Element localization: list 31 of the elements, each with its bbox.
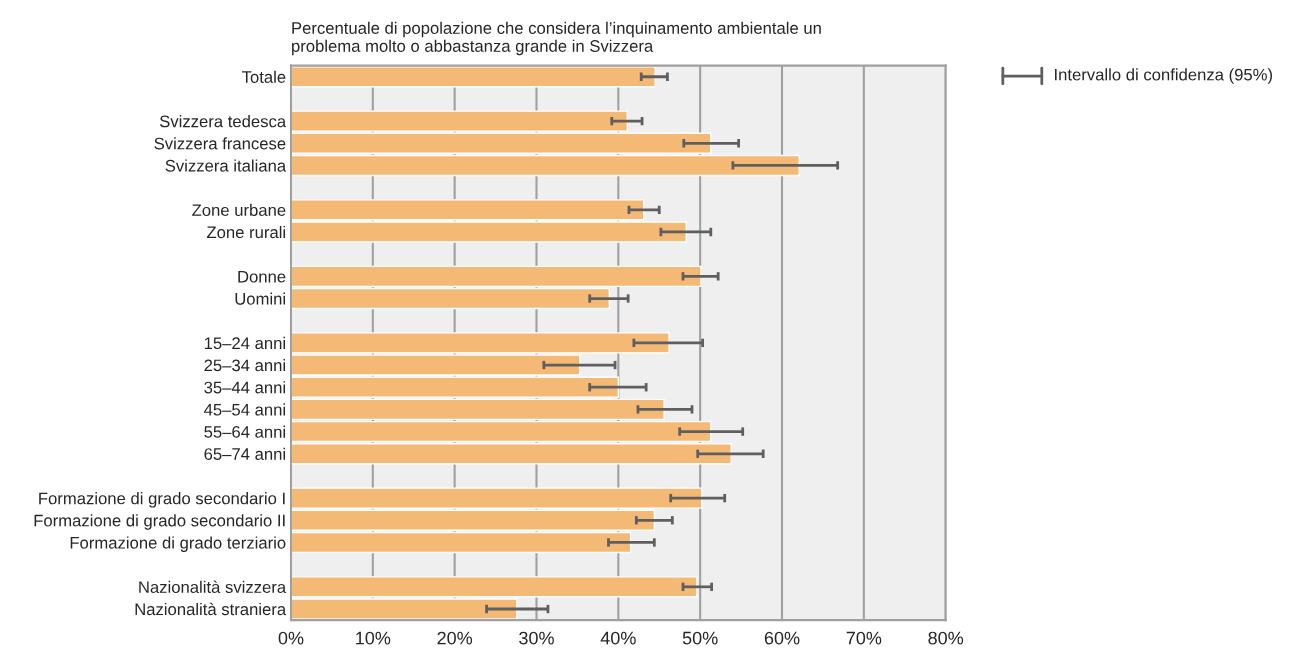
x-tick-label: 60%: [764, 631, 800, 645]
x-tick-label: 0%: [278, 631, 304, 645]
y-tick-label: Zone urbane: [192, 203, 286, 217]
y-tick-label: 65–74 anni: [204, 447, 285, 460]
x-tick-label: 10%: [356, 631, 391, 645]
y-tick-label: Svizzera italiana: [165, 159, 287, 172]
y-tick-label: Donne: [238, 270, 286, 283]
y-tick-label: 55–64 anni: [204, 425, 285, 438]
x-tick-label: 50%: [682, 631, 718, 645]
y-tick-label: Uomini: [235, 292, 285, 305]
x-tick-label: 40%: [600, 631, 636, 645]
y-tick-label: 15–24 anni: [204, 336, 285, 350]
x-tick-label: 80%: [928, 631, 964, 645]
y-tick-label: Svizzera tedesca: [159, 115, 287, 128]
legend-title: Intervallo di confidenza (95%): [1055, 68, 1273, 84]
y-tick-label: Svizzera francese: [154, 137, 286, 150]
y-tick-label: 35–44 anni: [204, 381, 285, 394]
y-tick-label: Zone rurali: [206, 225, 285, 239]
x-tick-label: 30%: [519, 631, 554, 645]
x-tick-label: 70%: [846, 631, 882, 645]
chart-title: Percentuale di popolazione che considera l’inquinamento ambientale un problema molto o abbastanza grande in Svizzera: [292, 21, 821, 56]
y-tick-label: Formazione di grado secondario I: [39, 492, 285, 508]
y-tick-label: 45–54 anni: [204, 403, 285, 416]
y-tick-label: Formazione di grado secondario II: [34, 514, 285, 530]
y-tick-label: Nazionalità straniera: [135, 602, 287, 616]
x-tick-label: 20%: [437, 631, 473, 645]
y-tick-label: Nazionalità svizzera: [139, 580, 287, 594]
y-tick-label: 25–34 anni: [204, 359, 285, 372]
y-tick-label: Totale: [242, 70, 286, 83]
bar: [290, 66, 656, 88]
y-tick-label: Formazione di grado terziario: [70, 536, 286, 552]
